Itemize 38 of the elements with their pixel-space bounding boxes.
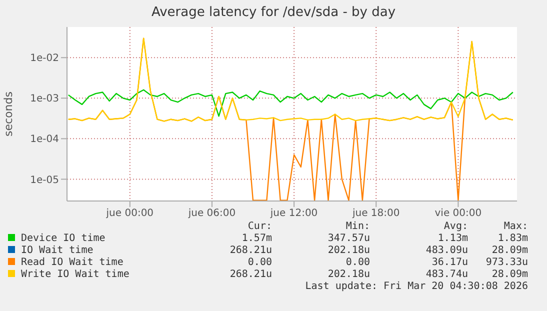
legend-label: Read IO Wait time [20, 257, 124, 269]
y-tick-label: 1e-04 [30, 134, 59, 146]
text: 483.74u [424, 269, 468, 281]
text: Avg: [442, 221, 468, 233]
legend-label: Device IO time [20, 233, 106, 245]
y-tick-label: 1e-03 [30, 94, 59, 105]
text: 202.18u [326, 245, 370, 257]
text: Min: [344, 221, 370, 233]
legend-label: Write IO Wait time [20, 269, 130, 281]
line-series [68, 38, 514, 122]
x-tick-label: vie 00:00 [434, 208, 482, 220]
text: 347.57u [326, 233, 370, 245]
chart-title: Average latency for /dev/sda - by day [150, 5, 397, 20]
line-series [68, 89, 514, 117]
text: 268.21u [228, 269, 272, 281]
text: 1.13m [436, 233, 468, 245]
text: 1.83m [496, 233, 528, 245]
text: 28.09m [490, 245, 528, 257]
x-tick-label: jue 12:00 [269, 208, 318, 220]
text: Max: [502, 221, 528, 233]
text: 202.18u [326, 269, 370, 281]
x-tick-label: jue 06:00 [187, 208, 236, 220]
x-tick-label: jue 00:00 [105, 208, 154, 220]
y-axis-title: seconds [2, 91, 15, 136]
y-tick-label: 1e-05 [30, 174, 59, 186]
x-tick-label: jue 18:00 [351, 208, 400, 220]
text: 36.17u [430, 257, 468, 269]
text: 0.00 [344, 257, 370, 269]
text: 28.09m [490, 269, 528, 281]
text: 483.09u [424, 245, 468, 257]
text: 1.57m [240, 233, 272, 245]
text: 973.33u [484, 257, 528, 269]
text: 0.00 [246, 257, 272, 269]
text: Last update: Fri Mar 20 04:30:08 2026 [304, 281, 528, 293]
y-tick-label: 1e-02 [30, 53, 59, 64]
legend-label: IO Wait time [20, 245, 94, 257]
text: Cur: [246, 221, 272, 233]
text: 268.21u [228, 245, 272, 257]
